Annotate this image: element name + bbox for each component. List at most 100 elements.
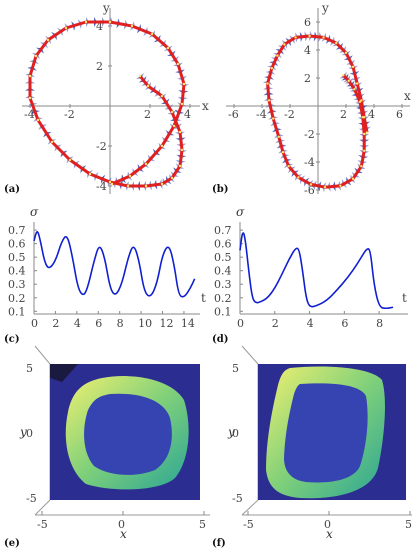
trajectory-point bbox=[294, 36, 297, 39]
panel-b: x y -6 -4 -2 2 4 6 -6 -4 -2 2 4 6 (b) bbox=[212, 1, 411, 197]
trajectory-point bbox=[172, 124, 176, 128]
trajectory-point bbox=[335, 41, 338, 45]
trajectory-point bbox=[365, 131, 369, 134]
x-axis-label: x bbox=[202, 99, 209, 113]
trajectory-point bbox=[344, 51, 348, 54]
trajectory-line bbox=[266, 34, 369, 189]
x-tick-label: 2 bbox=[272, 317, 279, 330]
y-tick-label: 4 bbox=[304, 44, 311, 57]
y-tick-label: 0.4 bbox=[214, 265, 232, 278]
y-axis-label: y bbox=[102, 1, 110, 15]
trajectory-point bbox=[130, 24, 134, 28]
x-tick-label: 2 bbox=[340, 108, 347, 121]
y-axis-label: y bbox=[321, 1, 329, 15]
x-tick-label: 0 bbox=[118, 518, 125, 531]
trajectory-point bbox=[297, 176, 300, 179]
x-tick-label: 5 bbox=[405, 518, 412, 531]
y-tick-label: 0.5 bbox=[8, 251, 26, 264]
trajectory-point bbox=[270, 67, 273, 70]
trajectory-point bbox=[272, 117, 275, 120]
y-tick-label: 0.4 bbox=[8, 265, 26, 278]
trajectory-point bbox=[28, 74, 32, 78]
x-tick-label: -5 bbox=[37, 518, 48, 531]
x-tick-label: -4 bbox=[256, 108, 267, 121]
trajectory-point bbox=[178, 164, 182, 168]
trajectory-point bbox=[363, 132, 366, 136]
y-tick-label: 0.7 bbox=[214, 224, 232, 237]
trajectory-point bbox=[266, 82, 269, 85]
trajectory-point bbox=[347, 79, 350, 83]
y-tick-label: 0 bbox=[232, 427, 239, 440]
x-tick-label: 6 bbox=[396, 108, 403, 121]
x-tick-label: -6 bbox=[228, 108, 239, 121]
trajectory-point bbox=[353, 88, 356, 91]
y-tick-label: -5 bbox=[232, 492, 243, 505]
x-tick-label: 4 bbox=[74, 317, 81, 330]
trajectory-point bbox=[277, 135, 280, 138]
x-axis-label: x bbox=[120, 527, 127, 541]
x-tick-label: 8 bbox=[376, 317, 383, 330]
trajectory-point bbox=[108, 20, 112, 24]
trajectory-point bbox=[342, 74, 345, 77]
trajectory-point bbox=[34, 54, 38, 58]
y-tick-label: 0.3 bbox=[8, 278, 26, 291]
y-axis-label: σ bbox=[236, 205, 245, 219]
trajectory-point bbox=[351, 65, 355, 69]
trajectory-point bbox=[128, 174, 132, 178]
y-tick-label: 0.1 bbox=[214, 305, 232, 318]
panel-a: x y -4 -2 2 4 -4 -2 2 4 (a) bbox=[4, 1, 209, 195]
trajectory-point bbox=[166, 46, 170, 50]
x-tick-label: 4 bbox=[368, 108, 375, 121]
trajectory-point bbox=[46, 38, 50, 42]
x-tick-label: -2 bbox=[284, 108, 295, 121]
trajectory-point bbox=[144, 162, 148, 166]
y-tick-label: -4 bbox=[304, 156, 315, 169]
y-tick-label: -4 bbox=[96, 180, 107, 193]
trajectory-point bbox=[36, 118, 40, 122]
trajectory-point bbox=[50, 140, 54, 144]
trajectory-point bbox=[276, 54, 279, 57]
panel-label: (c) bbox=[4, 334, 20, 345]
trajectory-point bbox=[160, 144, 164, 148]
y-tick-label: 2 bbox=[304, 72, 311, 85]
y-tick-label: 0.7 bbox=[8, 224, 26, 237]
y-axis-label: σ bbox=[30, 205, 39, 219]
y-tick-label: 0.2 bbox=[8, 292, 26, 305]
series-line bbox=[33, 231, 196, 298]
y-tick-label: 0.2 bbox=[214, 292, 232, 305]
trajectory-point bbox=[351, 177, 355, 180]
trajectory-point bbox=[64, 26, 68, 30]
plot-frame bbox=[34, 345, 51, 516]
y-tick-label: 0.5 bbox=[214, 251, 232, 264]
panel-label: (a) bbox=[4, 184, 20, 195]
y-tick-label: -2 bbox=[304, 128, 315, 141]
panel-label: (f) bbox=[212, 538, 226, 549]
heatmap-interior bbox=[84, 393, 172, 475]
trajectory-point bbox=[146, 84, 150, 88]
trajectory-point bbox=[323, 186, 327, 189]
x-tick-label: 12 bbox=[160, 317, 174, 330]
trajectory-point bbox=[138, 74, 142, 78]
heatmap-interior bbox=[284, 383, 368, 483]
x-tick-label: 0 bbox=[324, 518, 331, 531]
x-tick-label: 2 bbox=[52, 317, 59, 330]
trajectory-point bbox=[360, 99, 363, 102]
panel-label: (e) bbox=[4, 538, 20, 549]
x-tick-label: -5 bbox=[243, 518, 254, 531]
trajectory-point bbox=[126, 184, 130, 188]
y-tick-label: 0.3 bbox=[214, 278, 232, 291]
x-tick-label: 10 bbox=[138, 317, 152, 330]
y-tick-label: 4 bbox=[96, 20, 103, 33]
trajectory-point bbox=[281, 151, 285, 154]
trajectory-point bbox=[267, 99, 271, 102]
x-tick-label: -2 bbox=[64, 108, 75, 121]
trajectory-point bbox=[363, 116, 366, 119]
trajectory-point bbox=[287, 165, 290, 168]
x-axis-label: x bbox=[326, 527, 333, 541]
y-tick-label: 0.6 bbox=[8, 238, 26, 251]
trajectory-point bbox=[84, 20, 88, 24]
trajectory-point bbox=[170, 110, 174, 114]
trajectory-point bbox=[160, 182, 164, 186]
y-tick-label: -6 bbox=[304, 184, 315, 197]
trajectory-point bbox=[88, 172, 92, 176]
